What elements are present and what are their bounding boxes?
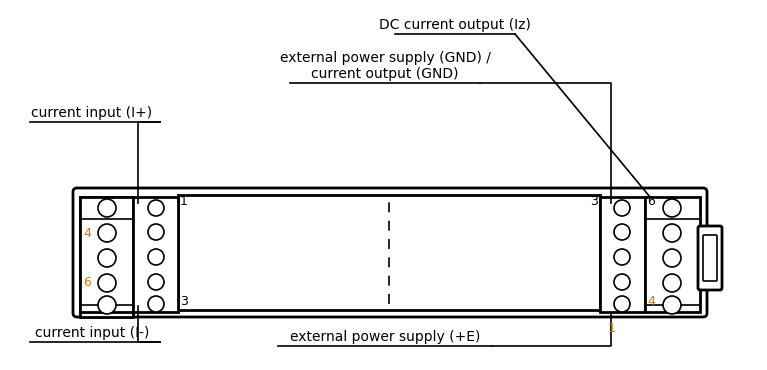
- Bar: [600, 197, 645, 312]
- Bar: [80, 197, 133, 312]
- Text: 4: 4: [647, 295, 655, 308]
- Text: 6: 6: [83, 276, 91, 289]
- Text: current input (I-): current input (I-): [35, 326, 150, 340]
- Text: current output (GND): current output (GND): [311, 67, 459, 81]
- Text: current input (I+): current input (I+): [31, 106, 153, 120]
- FancyBboxPatch shape: [703, 235, 717, 281]
- Circle shape: [148, 200, 164, 216]
- Circle shape: [663, 296, 681, 314]
- Circle shape: [614, 224, 630, 240]
- Text: external power supply (+E): external power supply (+E): [290, 330, 480, 344]
- Circle shape: [663, 224, 681, 242]
- Text: 1: 1: [608, 322, 616, 335]
- Bar: [178, 195, 600, 310]
- Text: 4: 4: [83, 226, 91, 239]
- Bar: [80, 219, 133, 307]
- Circle shape: [148, 296, 164, 312]
- Text: 3: 3: [590, 195, 598, 208]
- Circle shape: [614, 249, 630, 265]
- Circle shape: [148, 224, 164, 240]
- Circle shape: [663, 249, 681, 267]
- Circle shape: [98, 199, 116, 217]
- Circle shape: [148, 274, 164, 290]
- Circle shape: [98, 224, 116, 242]
- Circle shape: [614, 274, 630, 290]
- Text: DC current output (Iz): DC current output (Iz): [379, 18, 531, 32]
- FancyBboxPatch shape: [698, 226, 722, 290]
- FancyBboxPatch shape: [73, 188, 707, 317]
- Circle shape: [98, 296, 116, 314]
- Circle shape: [98, 249, 116, 267]
- Circle shape: [98, 274, 116, 292]
- Bar: [645, 197, 700, 312]
- Circle shape: [614, 200, 630, 216]
- Circle shape: [614, 296, 630, 312]
- Text: 1: 1: [180, 195, 188, 208]
- Text: external power supply (GND) /: external power supply (GND) /: [279, 51, 490, 65]
- Text: 3: 3: [180, 295, 188, 308]
- Circle shape: [148, 249, 164, 265]
- Circle shape: [663, 274, 681, 292]
- Bar: [80, 307, 133, 317]
- Circle shape: [663, 199, 681, 217]
- Bar: [80, 197, 133, 219]
- Text: 6: 6: [647, 195, 655, 208]
- Bar: [133, 197, 178, 312]
